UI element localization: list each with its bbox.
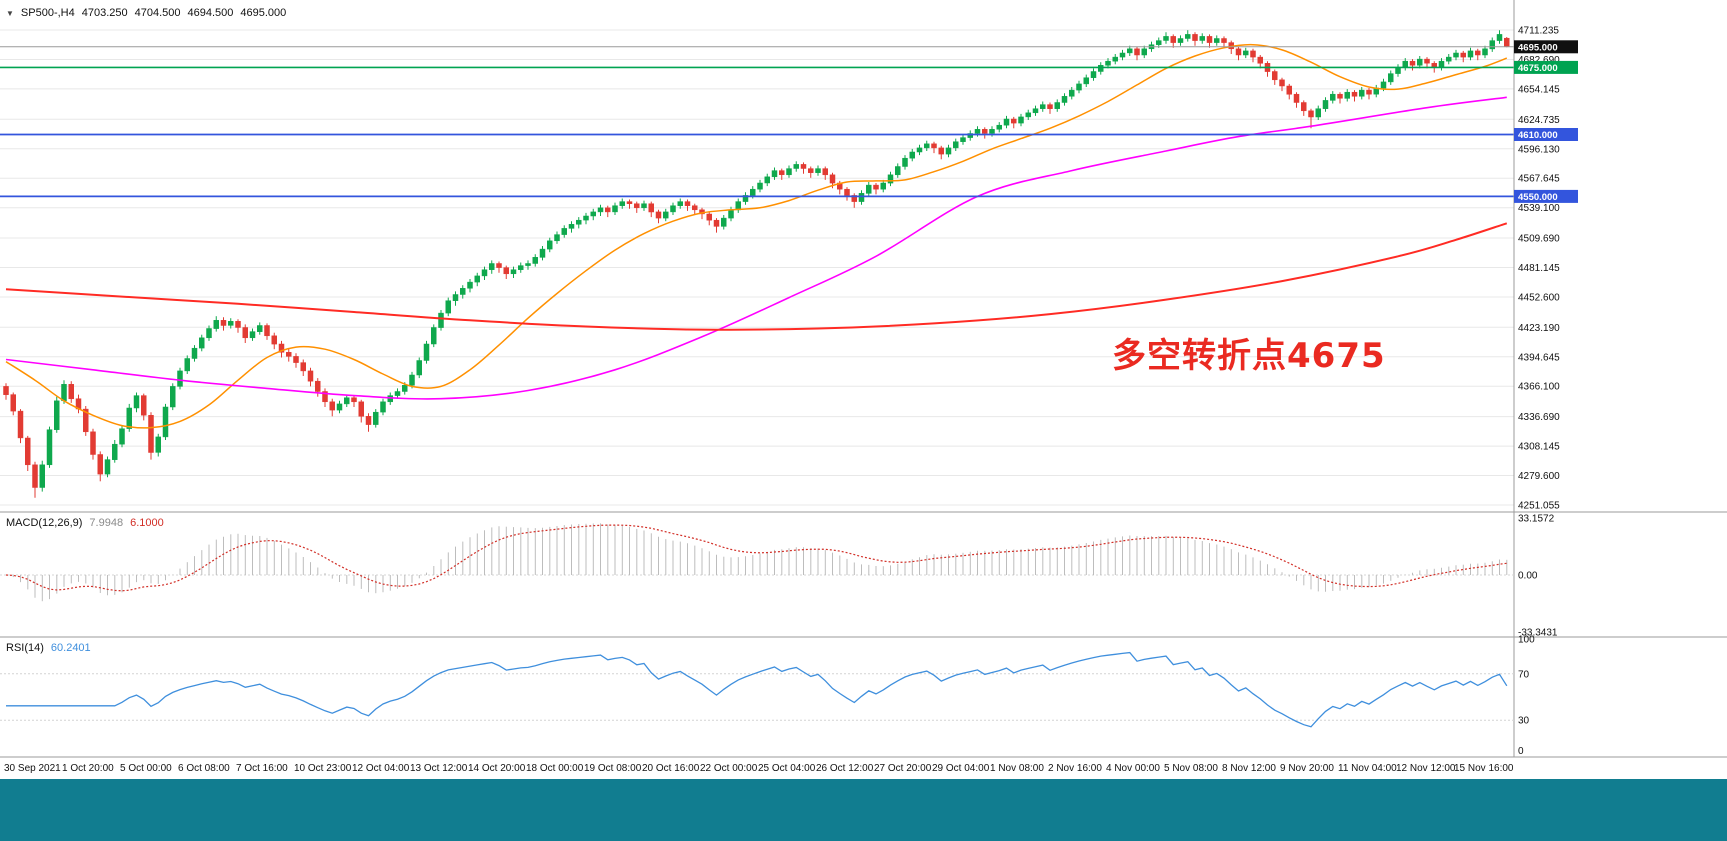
price-box-4695.000: [1514, 40, 1578, 54]
price-grid: [0, 29, 1514, 506]
svg-text:5 Nov 08:00: 5 Nov 08:00: [1164, 763, 1218, 774]
symbol-info: ▼ SP500-,H4 4703.250 4704.500 4694.500 4…: [6, 7, 286, 19]
svg-text:-33.3431: -33.3431: [1518, 628, 1558, 639]
ma-slow-line: [5, 222, 1508, 331]
ma-fast-line: [5, 43, 1508, 429]
macd-name: MACD(12,26,9): [6, 517, 83, 529]
svg-text:0: 0: [1518, 746, 1524, 757]
ohlc-high: 4704.500: [134, 7, 181, 19]
svg-text:30: 30: [1518, 716, 1530, 727]
svg-text:4452.600: 4452.600: [1518, 293, 1560, 304]
svg-text:27 Oct 20:00: 27 Oct 20:00: [874, 763, 932, 774]
price-axis[interactable]: 4711.235 4682.690 4654.145 4624.735 4596.130…: [1514, 26, 1578, 512]
rsi-indicator-label: RSI(14) 60.2401: [6, 642, 91, 654]
symbol-title: SP500-,H4: [20, 7, 75, 19]
svg-text:4481.145: 4481.145: [1518, 263, 1560, 274]
svg-text:9 Nov 20:00: 9 Nov 20:00: [1280, 763, 1334, 774]
svg-text:4394.645: 4394.645: [1518, 352, 1560, 363]
rsi-name: RSI(14): [6, 642, 44, 654]
svg-text:20 Oct 16:00: 20 Oct 16:00: [642, 763, 700, 774]
ohlc-close: 4695.000: [240, 7, 287, 19]
moving-averages: [5, 43, 1508, 429]
bottom-bar: [0, 779, 1727, 841]
svg-text:4509.690: 4509.690: [1518, 234, 1560, 245]
rsi-pane[interactable]: 100 70 30 0: [0, 635, 1535, 758]
svg-text:4 Nov 00:00: 4 Nov 00:00: [1106, 763, 1160, 774]
svg-text:12 Oct 04:00: 12 Oct 04:00: [352, 763, 410, 774]
candles[interactable]: [3, 30, 1510, 498]
svg-text:4675.000: 4675.000: [1518, 63, 1558, 74]
pane-frame: [0, 0, 1727, 758]
time-axis[interactable]: 30 Sep 2021 1 Oct 20:00 5 Oct 00:00 6 Oct 0…: [4, 763, 1514, 774]
svg-text:10 Oct 23:00: 10 Oct 23:00: [294, 763, 352, 774]
svg-text:4695.000: 4695.000: [1518, 42, 1558, 53]
svg-text:33.1572: 33.1572: [1518, 514, 1555, 525]
svg-text:14 Oct 20:00: 14 Oct 20:00: [468, 763, 526, 774]
svg-text:4423.190: 4423.190: [1518, 323, 1560, 334]
svg-text:4550.000: 4550.000: [1518, 192, 1558, 203]
svg-text:4366.100: 4366.100: [1518, 382, 1560, 393]
macd-indicator-label: MACD(12,26,9) 7.9948 6.1000: [6, 517, 164, 529]
svg-text:4682.690: 4682.690: [1518, 55, 1560, 66]
svg-text:1 Nov 08:00: 1 Nov 08:00: [990, 763, 1044, 774]
ma-medium-line: [5, 96, 1507, 400]
svg-text:26 Oct 12:00: 26 Oct 12:00: [816, 763, 874, 774]
svg-text:4567.645: 4567.645: [1518, 174, 1560, 185]
svg-text:8 Nov 12:00: 8 Nov 12:00: [1222, 763, 1276, 774]
svg-text:70: 70: [1518, 669, 1530, 680]
price-box-4550.000: [1514, 189, 1578, 203]
chart-canvas[interactable]: 4711.235 4682.690 4654.145 4624.735 4596.130…: [0, 0, 1727, 779]
ohlc-open: 4703.250: [81, 7, 128, 19]
svg-text:4539.100: 4539.100: [1518, 203, 1560, 214]
svg-text:13 Oct 12:00: 13 Oct 12:00: [410, 763, 468, 774]
svg-text:11 Nov 04:00: 11 Nov 04:00: [1338, 763, 1397, 774]
svg-text:29 Oct 04:00: 29 Oct 04:00: [932, 763, 990, 774]
svg-text:2 Nov 16:00: 2 Nov 16:00: [1048, 763, 1102, 774]
svg-text:12 Nov 12:00: 12 Nov 12:00: [1396, 763, 1456, 774]
level-lines[interactable]: [0, 46, 1514, 198]
chart-menu-icon[interactable]: ▼: [6, 8, 14, 18]
svg-text:4624.735: 4624.735: [1518, 115, 1560, 126]
svg-text:4251.055: 4251.055: [1518, 501, 1560, 512]
price-box-4675.000: [1514, 60, 1578, 74]
svg-text:4279.600: 4279.600: [1518, 471, 1560, 482]
svg-text:19 Oct 08:00: 19 Oct 08:00: [584, 763, 642, 774]
svg-text:4654.145: 4654.145: [1518, 84, 1560, 95]
price-box-4610.000: [1514, 128, 1578, 141]
macd-pane[interactable]: 33.1572 0.00 -33.3431: [0, 514, 1558, 639]
rsi-value: 60.2401: [50, 642, 91, 654]
svg-text:4610.000: 4610.000: [1518, 130, 1558, 141]
svg-text:4308.145: 4308.145: [1518, 442, 1560, 453]
svg-text:4336.690: 4336.690: [1518, 412, 1560, 423]
svg-text:100: 100: [1518, 635, 1535, 646]
svg-text:7 Oct 16:00: 7 Oct 16:00: [236, 763, 288, 774]
svg-text:5 Oct 00:00: 5 Oct 00:00: [120, 763, 172, 774]
svg-text:18 Oct 00:00: 18 Oct 00:00: [526, 763, 584, 774]
svg-text:25 Oct 04:00: 25 Oct 04:00: [758, 763, 816, 774]
svg-text:15 Nov 16:00: 15 Nov 16:00: [1454, 763, 1514, 774]
macd-signal-value: 6.1000: [130, 517, 164, 529]
svg-text:4711.235: 4711.235: [1518, 26, 1559, 37]
svg-text:1 Oct 20:00: 1 Oct 20:00: [62, 763, 114, 774]
ohlc-low: 4694.500: [187, 7, 234, 19]
svg-text:22 Oct 00:00: 22 Oct 00:00: [700, 763, 758, 774]
chart-annotation: 多空转折点4675: [1112, 336, 1386, 376]
svg-text:0.00: 0.00: [1518, 571, 1538, 582]
svg-text:6 Oct 08:00: 6 Oct 08:00: [178, 763, 230, 774]
svg-text:4596.130: 4596.130: [1518, 144, 1560, 155]
macd-main-value: 7.9948: [89, 517, 124, 529]
svg-text:30 Sep 2021: 30 Sep 2021: [4, 763, 61, 774]
